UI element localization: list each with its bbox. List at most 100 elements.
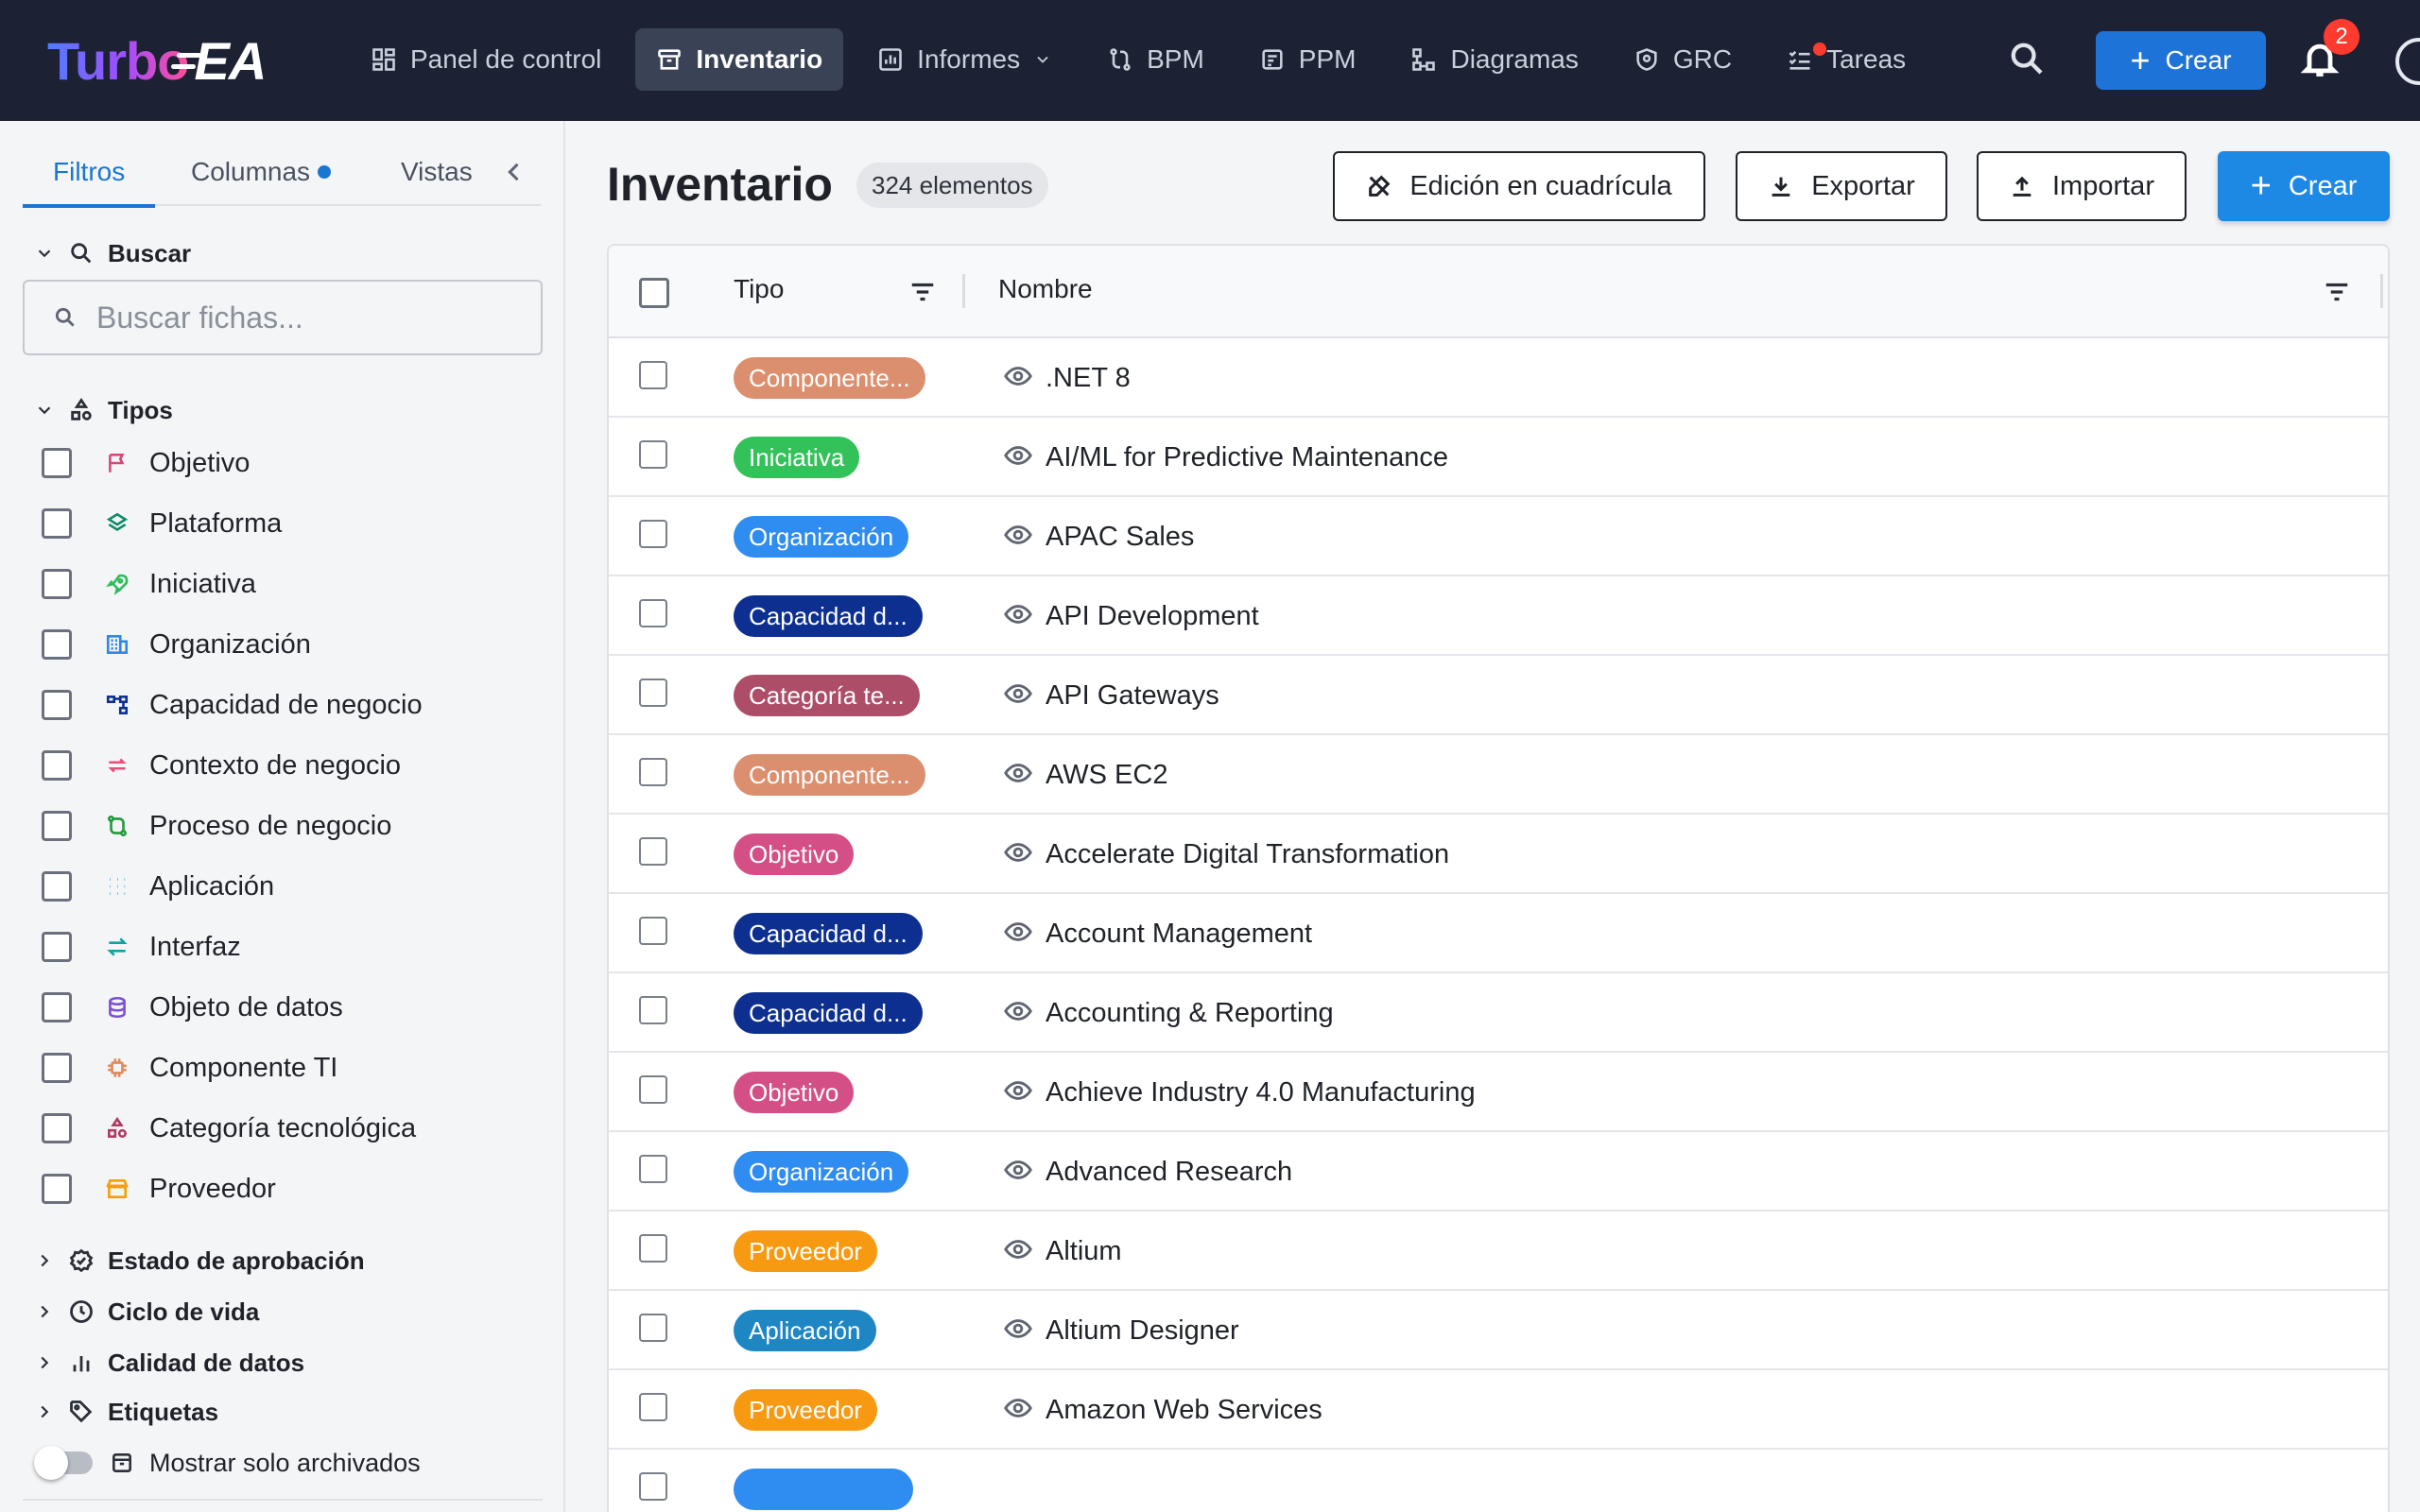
nav-inventario[interactable]: Inventario bbox=[635, 28, 844, 91]
table-row[interactable]: Componente... .NET 8 bbox=[609, 338, 2388, 418]
row-name[interactable]: Altium Designer bbox=[1046, 1315, 1239, 1346]
eye-icon[interactable] bbox=[1004, 365, 1032, 391]
table-row[interactable]: Objetivo Accelerate Digital Transformatio… bbox=[609, 815, 2388, 894]
notifications-button[interactable] bbox=[2299, 36, 2344, 85]
nav-panel-de-control[interactable]: Panel de control bbox=[350, 28, 622, 91]
type-filter-iniciativa[interactable]: Iniciativa bbox=[42, 565, 256, 603]
section-ciclo-de-vida[interactable]: Ciclo de vida bbox=[34, 1293, 259, 1331]
section-calidad-de-datos[interactable]: Calidad de datos bbox=[34, 1344, 304, 1382]
row-name[interactable]: Achieve Industry 4.0 Manufacturing bbox=[1046, 1077, 1476, 1108]
table-row[interactable]: Aplicación Altium Designer bbox=[609, 1291, 2388, 1370]
table-row[interactable]: Proveedor Altium bbox=[609, 1211, 2388, 1291]
checkbox[interactable] bbox=[42, 932, 72, 962]
table-row[interactable]: Capacidad d... Account Management bbox=[609, 894, 2388, 973]
nav-bpm[interactable]: BPM bbox=[1086, 28, 1225, 91]
type-filter-capacidad-de-negocio[interactable]: Capacidad de negocio bbox=[42, 686, 423, 724]
type-filter-proceso-de-negocio[interactable]: Proceso de negocio bbox=[42, 807, 391, 845]
checkbox[interactable] bbox=[42, 750, 72, 781]
table-row[interactable]: Componente... AWS EC2 bbox=[609, 735, 2388, 815]
row-name[interactable]: Amazon Web Services bbox=[1046, 1395, 1322, 1425]
row-checkbox[interactable] bbox=[639, 440, 667, 469]
column-resize-handle[interactable] bbox=[2380, 274, 2383, 308]
row-checkbox[interactable] bbox=[639, 520, 667, 548]
type-filter-objeto-de-datos[interactable]: Objeto de datos bbox=[42, 988, 343, 1026]
row-name[interactable]: API Development bbox=[1046, 601, 1259, 631]
eye-icon[interactable] bbox=[1004, 524, 1032, 550]
type-filter-categoria-tecnologica[interactable]: Categoría tecnológica bbox=[42, 1109, 416, 1147]
tab-filtros[interactable]: Filtros bbox=[22, 138, 156, 208]
nav-diagramas[interactable]: Diagramas bbox=[1390, 28, 1599, 91]
row-name[interactable]: API Gateways bbox=[1046, 680, 1219, 711]
filter-icon[interactable] bbox=[2322, 278, 2352, 306]
type-filter-componente-ti[interactable]: Componente TI bbox=[42, 1049, 337, 1087]
eye-icon[interactable] bbox=[1004, 1238, 1032, 1264]
app-logo[interactable]: Turbo EA bbox=[47, 25, 267, 96]
type-filter-objetivo[interactable]: Objetivo bbox=[42, 444, 250, 482]
row-checkbox[interactable] bbox=[639, 679, 667, 707]
section-estado-de-aprobacion[interactable]: Estado de aprobación bbox=[34, 1242, 365, 1280]
search-field[interactable] bbox=[23, 280, 543, 355]
checkbox[interactable] bbox=[42, 1113, 72, 1143]
section-buscar-header[interactable]: Buscar bbox=[34, 234, 191, 272]
nav-ppm[interactable]: PPM bbox=[1238, 28, 1377, 91]
import-button[interactable]: Importar bbox=[1977, 151, 2187, 221]
table-row[interactable]: Iniciativa AI/ML for Predictive Maintenan… bbox=[609, 418, 2388, 497]
row-checkbox[interactable] bbox=[639, 837, 667, 866]
row-name[interactable]: APAC Sales bbox=[1046, 522, 1195, 552]
checkbox[interactable] bbox=[42, 690, 72, 720]
eye-icon[interactable] bbox=[1004, 444, 1032, 471]
grid-edit-button[interactable]: Edición en cuadrícula bbox=[1333, 151, 1705, 221]
row-name[interactable]: AI/ML for Predictive Maintenance bbox=[1046, 442, 1449, 472]
eye-icon[interactable] bbox=[1004, 1079, 1032, 1106]
row-checkbox[interactable] bbox=[639, 1155, 667, 1183]
checkbox[interactable] bbox=[42, 1174, 72, 1204]
archived-toggle-row[interactable]: Mostrar solo archivados bbox=[34, 1444, 421, 1482]
row-checkbox[interactable] bbox=[639, 1393, 667, 1421]
table-row[interactable]: Categoría te... API Gateways bbox=[609, 656, 2388, 735]
type-filter-interfaz[interactable]: Interfaz bbox=[42, 928, 241, 966]
table-row-partial[interactable] bbox=[609, 1450, 2388, 1512]
table-row[interactable]: Organización Advanced Research bbox=[609, 1132, 2388, 1211]
column-header-nombre[interactable]: Nombre bbox=[998, 274, 1093, 303]
nav-grc[interactable]: GRC bbox=[1613, 28, 1753, 91]
checkbox[interactable] bbox=[42, 811, 72, 841]
row-name[interactable]: Altium bbox=[1046, 1236, 1122, 1266]
row-checkbox[interactable] bbox=[639, 758, 667, 786]
nav-informes[interactable]: Informes bbox=[856, 28, 1073, 91]
top-create-button[interactable]: + Crear bbox=[2096, 31, 2266, 90]
row-name[interactable]: Accelerate Digital Transformation bbox=[1046, 839, 1450, 869]
row-checkbox[interactable] bbox=[639, 917, 667, 945]
row-name[interactable]: Account Management bbox=[1046, 919, 1313, 949]
eye-icon[interactable] bbox=[1004, 682, 1032, 709]
tab-columnas[interactable]: Columnas bbox=[191, 138, 332, 206]
type-filter-aplicacion[interactable]: Aplicación bbox=[42, 868, 274, 905]
checkbox[interactable] bbox=[42, 871, 72, 902]
eye-icon[interactable] bbox=[1004, 920, 1032, 947]
archived-toggle[interactable] bbox=[34, 1446, 93, 1480]
nav-tareas[interactable]: Tareas bbox=[1766, 28, 1927, 91]
export-button[interactable]: Exportar bbox=[1736, 151, 1947, 221]
filter-icon[interactable] bbox=[908, 278, 938, 306]
section-etiquetas[interactable]: Etiquetas bbox=[34, 1393, 218, 1431]
row-checkbox[interactable] bbox=[639, 996, 667, 1024]
table-row[interactable]: Objetivo Achieve Industry 4.0 Manufacturi… bbox=[609, 1053, 2388, 1132]
row-checkbox[interactable] bbox=[639, 599, 667, 627]
search-input[interactable] bbox=[96, 300, 531, 335]
eye-icon[interactable] bbox=[1004, 762, 1032, 788]
checkbox[interactable] bbox=[42, 508, 72, 539]
type-filter-proveedor[interactable]: Proveedor bbox=[42, 1170, 276, 1208]
row-name[interactable]: Accounting & Reporting bbox=[1046, 998, 1334, 1028]
table-row[interactable]: Capacidad d... API Development bbox=[609, 576, 2388, 656]
eye-icon[interactable] bbox=[1004, 603, 1032, 629]
row-checkbox[interactable] bbox=[639, 1234, 667, 1263]
type-filter-contexto-de-negocio[interactable]: Contexto de negocio bbox=[42, 747, 401, 784]
select-all-checkbox[interactable] bbox=[639, 278, 669, 308]
table-row[interactable]: Capacidad d... Accounting & Reporting bbox=[609, 973, 2388, 1053]
row-name[interactable]: AWS EC2 bbox=[1046, 760, 1168, 790]
eye-icon[interactable] bbox=[1004, 1000, 1032, 1026]
section-tipos-header[interactable]: Tipos bbox=[34, 391, 173, 429]
column-header-tipo[interactable]: Tipo bbox=[734, 274, 785, 303]
row-checkbox[interactable] bbox=[639, 1472, 667, 1501]
table-row[interactable]: Proveedor Amazon Web Services bbox=[609, 1370, 2388, 1450]
column-resize-handle[interactable] bbox=[962, 274, 965, 308]
